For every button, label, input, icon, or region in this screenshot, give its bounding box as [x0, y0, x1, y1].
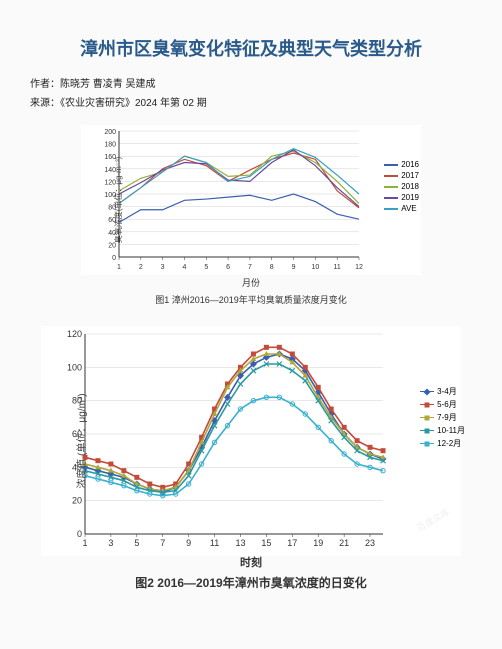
- svg-text:23: 23: [365, 538, 375, 548]
- chart2: 0204060801001201357911131517192123 浓度值 (…: [41, 326, 461, 556]
- svg-text:17: 17: [287, 538, 297, 548]
- chart1-svg: 0204060801001201401601802001234567891011…: [81, 125, 421, 275]
- svg-text:3: 3: [161, 264, 165, 271]
- chart1-wrap: 0204060801001201401601802001234567891011…: [30, 119, 472, 306]
- svg-text:8: 8: [270, 264, 274, 271]
- svg-text:0: 0: [112, 255, 116, 262]
- svg-text:11: 11: [334, 264, 341, 271]
- svg-text:7: 7: [248, 264, 252, 271]
- chart1-caption: 图1 漳州2016—2019年平均臭氧质量浓度月变化: [155, 293, 347, 306]
- legend-item: 3-4月: [420, 386, 465, 397]
- chart1: 0204060801001201401601802001234567891011…: [81, 125, 421, 275]
- svg-text:19: 19: [313, 538, 323, 548]
- svg-text:20: 20: [108, 242, 116, 249]
- svg-text:21: 21: [339, 538, 349, 548]
- legend-label: AVE: [401, 204, 416, 213]
- source-line: 来源：《农业灾害研究》2024 年第 02 期: [30, 94, 472, 109]
- svg-text:3: 3: [108, 538, 113, 548]
- legend-label: 12-2月: [437, 438, 461, 449]
- svg-text:11: 11: [210, 538, 219, 548]
- svg-text:5: 5: [134, 538, 139, 548]
- svg-text:9: 9: [186, 538, 191, 548]
- svg-text:15: 15: [261, 538, 271, 548]
- legend-item: 2018: [384, 182, 419, 191]
- svg-text:6: 6: [226, 264, 230, 271]
- svg-text:120: 120: [67, 329, 82, 339]
- chart2-svg: 0204060801001201357911131517192123: [41, 326, 461, 556]
- svg-text:7: 7: [160, 538, 165, 548]
- legend-item: 2017: [384, 171, 419, 180]
- chart2-caption: 图2 2016—2019年漳州市臭氧浓度的日变化: [135, 574, 366, 591]
- chart2-xlabel: 时刻: [240, 554, 262, 570]
- legend-label: 7-9月: [437, 412, 457, 423]
- legend-label: 2017: [401, 171, 419, 180]
- author-line: 作者：陈晓芳 曹凌青 吴建成: [30, 75, 472, 90]
- legend-label: 2016: [401, 160, 419, 169]
- chart1-legend: 2016 2017 2018 2019 AVE: [384, 160, 419, 215]
- svg-text:13: 13: [235, 538, 245, 548]
- svg-text:100: 100: [67, 362, 82, 372]
- chart1-xlabel: 月份: [242, 276, 260, 289]
- svg-text:2: 2: [139, 264, 143, 271]
- svg-text:20: 20: [72, 496, 82, 506]
- legend-item: 2019: [384, 193, 419, 202]
- legend-item: AVE: [384, 204, 419, 213]
- chart1-ylabel: 臭氧浓度(单位：μg·m⁻³): [113, 157, 124, 244]
- svg-text:4: 4: [183, 264, 187, 271]
- chart2-legend: 3-4月 5-6月 7-9月 10-11月 12-2月: [420, 386, 465, 451]
- legend-label: 5-6月: [437, 399, 457, 410]
- svg-text:180: 180: [104, 142, 116, 149]
- svg-text:1: 1: [82, 538, 87, 548]
- legend-item: 12-2月: [420, 438, 465, 449]
- legend-item: 7-9月: [420, 412, 465, 423]
- svg-text:200: 200: [104, 129, 116, 136]
- legend-label: 2019: [401, 193, 419, 202]
- svg-text:9: 9: [292, 264, 296, 271]
- legend-item: 10-11月: [420, 425, 465, 436]
- legend-item: 2016: [384, 160, 419, 169]
- legend-label: 3-4月: [437, 386, 457, 397]
- svg-text:5: 5: [204, 264, 208, 271]
- svg-text:10: 10: [311, 264, 319, 271]
- page-title: 漳州市区臭氧变化特征及典型天气类型分析: [30, 35, 472, 61]
- chart2-wrap: 0204060801001201357911131517192123 浓度值 (…: [30, 316, 472, 591]
- svg-text:0: 0: [77, 529, 82, 539]
- legend-label: 2018: [401, 182, 419, 191]
- chart2-ylabel: 浓度值 (单位：μg/m³): [73, 393, 88, 488]
- legend-item: 5-6月: [420, 399, 465, 410]
- legend-label: 10-11月: [437, 425, 465, 436]
- svg-text:12: 12: [355, 264, 363, 271]
- svg-text:1: 1: [117, 264, 121, 271]
